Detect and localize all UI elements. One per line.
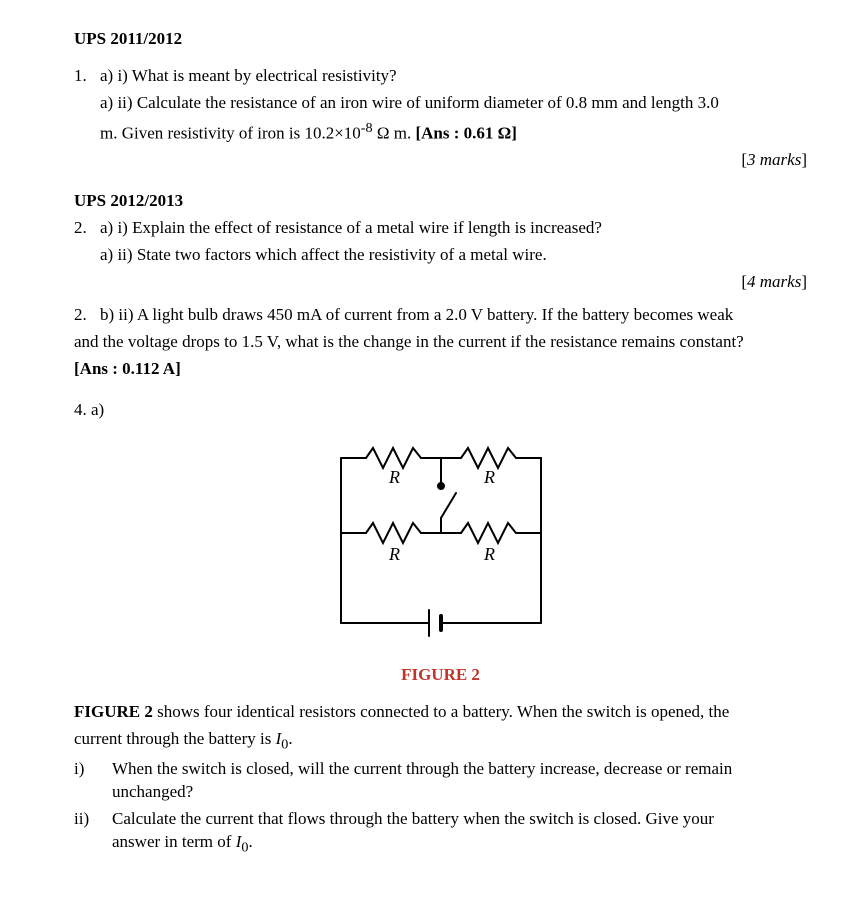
q4-ii-line2: answer in term of I0. xyxy=(112,831,807,858)
q1-line1: a) i) What is meant by electrical resist… xyxy=(100,65,807,88)
circuit-svg: R R R R xyxy=(311,428,571,658)
q1-marks: [3 marks] xyxy=(74,149,807,172)
resistor-label-br: R xyxy=(483,544,495,564)
q4-i-row: i) When the switch is closed, will the c… xyxy=(74,758,807,804)
section-heading-2012: UPS 2012/2013 xyxy=(74,190,807,213)
q4-ii-row: ii) Calculate the current that flows thr… xyxy=(74,808,807,857)
figure-caption: FIGURE 2 xyxy=(311,664,571,687)
resistor-label-bl: R xyxy=(388,544,400,564)
q4-i-label: i) xyxy=(74,758,112,781)
resistor-label-tl: R xyxy=(388,467,400,487)
q4-desc-figref: FIGURE 2 xyxy=(74,702,153,721)
q1-line2: a) ii) Calculate the resistance of an ir… xyxy=(74,92,807,115)
q1-number: 1. xyxy=(74,65,100,88)
q4-ii-line1: Calculate the current that flows through… xyxy=(112,808,807,831)
resistor-label-tr: R xyxy=(483,467,495,487)
q2a-marks: [4 marks] xyxy=(74,271,807,294)
q2b-line2: and the voltage drops to 1.5 V, what is … xyxy=(74,331,807,354)
q4-ii-label: ii) xyxy=(74,808,112,831)
q4-label: 4. a) xyxy=(74,399,807,422)
q1-body: a) i) What is meant by electrical resist… xyxy=(100,65,807,88)
q2b-answer: [Ans : 0.112 A] xyxy=(74,358,807,381)
q4-desc2-post: . xyxy=(288,729,292,748)
q1-line3: m. Given resistivity of iron is 10.2×10-… xyxy=(74,119,807,146)
q4-i-line1: When the switch is closed, will the curr… xyxy=(112,758,807,781)
q1-line3-sup: -8 xyxy=(361,120,373,136)
q2b-line1: b) ii) A light bulb draws 450 mA of curr… xyxy=(100,304,807,327)
q1-line3-pre: m. Given resistivity of iron is 10.2×10 xyxy=(100,123,361,142)
q2a-number: 2. xyxy=(74,217,100,240)
q2b-number: 2. xyxy=(74,304,100,327)
q4-desc2-pre: current through the battery is xyxy=(74,729,276,748)
figure-2: R R R R FIGURE 2 xyxy=(311,428,571,687)
q2a-marks-text: 4 marks xyxy=(747,272,801,291)
q4-desc-line1: FIGURE 2 shows four identical resistors … xyxy=(74,701,807,724)
q2a-line1: a) i) Explain the effect of resistance o… xyxy=(100,217,807,240)
q2b-row: 2. b) ii) A light bulb draws 450 mA of c… xyxy=(74,304,807,327)
q1-marks-text: 3 marks xyxy=(747,150,801,169)
q4-i-line2: unchanged? xyxy=(112,781,807,804)
q4-ii-line2-post: . xyxy=(248,832,252,851)
q4-desc-line2: current through the battery is I0. xyxy=(74,728,807,755)
q1-line3-post: Ω m. xyxy=(373,123,416,142)
q1-answer: [Ans : 0.61 Ω] xyxy=(415,123,516,142)
q1-row: 1. a) i) What is meant by electrical res… xyxy=(74,65,807,88)
q2a-line2: a) ii) State two factors which affect th… xyxy=(74,244,807,267)
q4-ii-line2-sub: 0 xyxy=(241,839,248,855)
q2a-row: 2. a) i) Explain the effect of resistanc… xyxy=(74,217,807,240)
q4-desc-rest: shows four identical resistors connected… xyxy=(153,702,729,721)
q4-ii-line2-pre: answer in term of xyxy=(112,832,236,851)
section-heading-2011: UPS 2011/2012 xyxy=(74,28,807,51)
